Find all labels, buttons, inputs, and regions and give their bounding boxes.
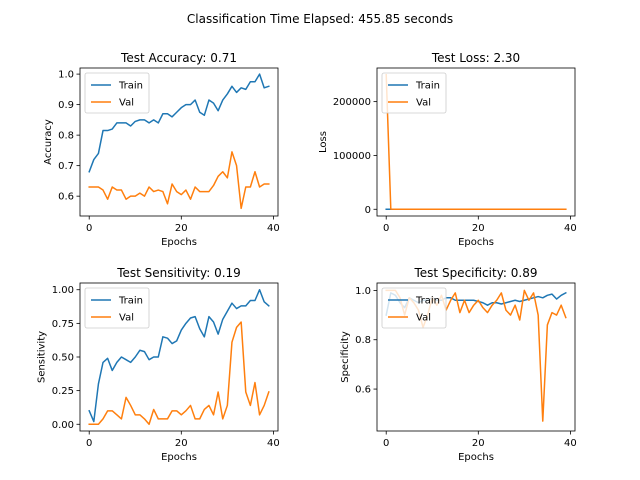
chart-specificity-legend: Train Val xyxy=(381,287,447,329)
chart-loss-ytick-label: 200000 xyxy=(333,97,371,108)
chart-specificity-xtick-label: 40 xyxy=(564,438,577,449)
chart-loss-ytick-label: 0 xyxy=(365,205,371,216)
chart-sensitivity-title: Test Sensitivity: 0.19 xyxy=(116,266,241,280)
figure-suptitle: Classification Time Elapsed: 455.85 seco… xyxy=(187,12,453,26)
chart-accuracy-title: Test Accuracy: 0.71 xyxy=(120,51,237,65)
chart-sensitivity-legend-box xyxy=(84,287,150,329)
chart-specificity-legend-val-label: Val xyxy=(416,313,431,324)
axes-container: Test Accuracy: 0.71 0 20 40 0.6 0.7 0.8 0.9 1.0 E… xyxy=(37,51,577,463)
chart-accuracy-xlabel: Epochs xyxy=(161,237,197,248)
chart-accuracy-legend-box xyxy=(84,72,150,114)
chart-specificity-ytick-label: 0.8 xyxy=(355,335,371,346)
chart-sensitivity-ytick-label: 0.75 xyxy=(52,319,74,330)
chart-sensitivity-ytick-label: 0.50 xyxy=(52,353,74,364)
chart-accuracy-ylabel: Accuracy xyxy=(43,119,54,165)
chart-specificity-legend-box xyxy=(381,287,447,329)
chart-sensitivity: Test Sensitivity: 0.19 0 20 40 0.00 0.25 0.50 0… xyxy=(37,266,280,463)
chart-specificity-ylabel: Specificity xyxy=(340,331,351,383)
chart-loss-ytick-label: 100000 xyxy=(333,151,371,162)
chart-accuracy-legend-train-label: Train xyxy=(118,81,143,92)
chart-loss-xtick-label: 40 xyxy=(564,223,577,234)
chart-loss-ylabel: Loss xyxy=(318,131,329,153)
chart-specificity-title: Test Specificity: 0.89 xyxy=(414,266,538,280)
chart-sensitivity-legend-val-label: Val xyxy=(119,313,134,324)
chart-accuracy-xtick-label: 0 xyxy=(86,223,92,234)
chart-accuracy-xtick-label: 40 xyxy=(267,223,280,234)
chart-accuracy-xtick-label: 20 xyxy=(175,223,188,234)
chart-sensitivity-xtick-label: 20 xyxy=(175,438,188,449)
chart-accuracy: Test Accuracy: 0.71 0 20 40 0.6 0.7 0.8 0.9 1.0 E… xyxy=(43,51,280,248)
chart-loss-title: Test Loss: 2.30 xyxy=(431,51,520,65)
chart-sensitivity-series-val-line xyxy=(88,321,270,426)
chart-sensitivity-legend-train-label: Train xyxy=(118,296,143,307)
chart-accuracy-series-val-line xyxy=(88,151,270,210)
chart-loss-legend-train-label: Train xyxy=(415,81,440,92)
chart-specificity-ytick-label: 1.0 xyxy=(355,286,371,297)
chart-sensitivity-xtick-label: 0 xyxy=(86,438,92,449)
chart-specificity-xtick-label: 0 xyxy=(383,438,389,449)
chart-sensitivity-ylabel: Sensitivity xyxy=(37,331,48,383)
chart-loss-legend-val-label: Val xyxy=(416,98,431,109)
chart-loss-legend: Train Val xyxy=(381,72,447,114)
chart-loss-xlabel: Epochs xyxy=(458,237,494,248)
chart-accuracy-ytick-label: 1.0 xyxy=(58,70,74,81)
chart-specificity-xlabel: Epochs xyxy=(458,452,494,463)
chart-loss-legend-box xyxy=(381,72,447,114)
chart-loss-xtick-label: 0 xyxy=(383,223,389,234)
chart-accuracy-legend: Train Val xyxy=(84,72,150,114)
chart-sensitivity-ytick-label: 0.00 xyxy=(52,420,74,431)
chart-sensitivity-legend: Train Val xyxy=(84,287,150,329)
chart-sensitivity-series-train-line xyxy=(88,288,270,423)
chart-accuracy-ytick-label: 0.7 xyxy=(58,161,74,172)
chart-sensitivity-xlabel: Epochs xyxy=(161,452,197,463)
chart-sensitivity-xtick-label: 40 xyxy=(267,438,280,449)
chart-sensitivity-ytick-label: 0.25 xyxy=(52,386,74,397)
chart-loss-xtick-label: 20 xyxy=(472,223,485,234)
chart-specificity-ytick-label: 0.6 xyxy=(355,385,371,396)
chart-sensitivity-ytick-label: 1.00 xyxy=(52,285,74,296)
chart-accuracy-ytick-label: 0.9 xyxy=(58,100,74,111)
chart-specificity-xtick-label: 20 xyxy=(472,438,485,449)
chart-accuracy-ytick-label: 0.8 xyxy=(58,131,74,142)
chart-specificity: Test Specificity: 0.89 0 20 40 0.6 0.8 1.0 Epoc… xyxy=(340,266,577,463)
chart-loss: Test Loss: 2.30 0 20 40 0 100000 200000 Epochs L… xyxy=(318,51,577,248)
chart-accuracy-ytick-label: 0.6 xyxy=(58,192,74,203)
chart-accuracy-series-train-line xyxy=(88,73,270,173)
chart-specificity-legend-train-label: Train xyxy=(415,296,440,307)
chart-accuracy-legend-val-label: Val xyxy=(119,98,134,109)
chart-loss-series-val-line xyxy=(385,73,567,211)
